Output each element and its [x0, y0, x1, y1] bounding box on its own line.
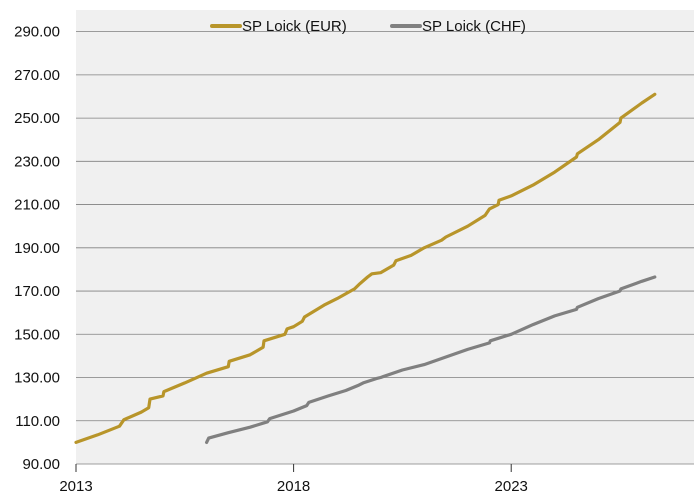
y-tick-label: 110.00	[15, 413, 60, 430]
legend-label: SP Loick (CHF)	[422, 18, 526, 35]
y-tick-label: 290.00	[14, 24, 60, 41]
legend: SP Loick (EUR) SP Loick (CHF)	[210, 18, 526, 35]
legend-label: SP Loick (EUR)	[242, 18, 347, 35]
y-tick-label: 150.00	[14, 326, 60, 343]
y-tick-label: 230.00	[14, 153, 60, 170]
y-tick-label: 270.00	[14, 67, 60, 84]
series-line-1	[205, 275, 657, 444]
x-axis-ticks: 2013 2018 2023	[59, 464, 528, 495]
x-tick-label: 2013	[59, 478, 92, 495]
y-tick-label: 210.00	[14, 197, 60, 214]
plot-area	[76, 10, 694, 464]
y-tick-label: 130.00	[14, 370, 60, 387]
gridlines	[76, 10, 694, 465]
y-tick-label: 190.00	[14, 240, 60, 257]
series-lines	[74, 92, 657, 444]
y-tick-label: 170.00	[14, 283, 60, 300]
y-axis-ticks: 90.00 110.00 130.00 150.00 170.00 190.00 210.0…	[14, 24, 60, 473]
x-tick-label: 2023	[495, 478, 528, 495]
y-tick-label: 250.00	[14, 110, 60, 127]
x-tick-label: 2018	[277, 478, 310, 495]
series-line-0	[74, 92, 657, 444]
y-tick-label: 90.00	[22, 456, 60, 473]
